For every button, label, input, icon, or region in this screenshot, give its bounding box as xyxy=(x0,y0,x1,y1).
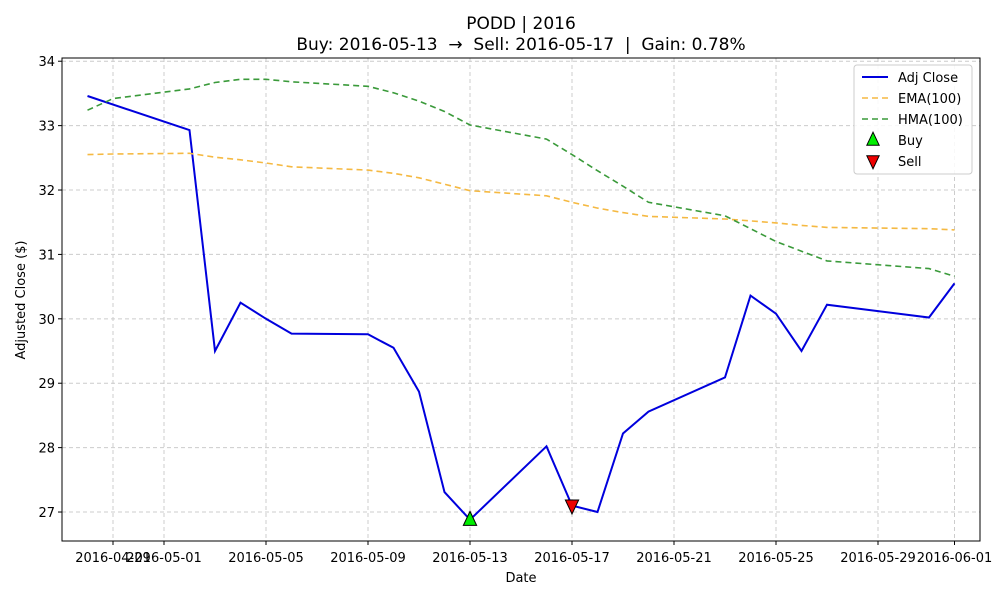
y-tick-label: 31 xyxy=(38,248,55,263)
buy-marker xyxy=(462,510,478,526)
chart-subtitle: Buy: 2016-05-13 → Sell: 2016-05-17 | Gai… xyxy=(296,35,745,55)
plot-frame xyxy=(61,57,981,542)
y-tick-label: 34 xyxy=(38,55,55,70)
legend-label: Adj Close xyxy=(898,71,958,86)
legend-label: Sell xyxy=(898,155,921,170)
y-tick-label: 33 xyxy=(38,120,55,135)
y-tick-label: 30 xyxy=(38,313,55,328)
x-tick-label: 2016-05-01 xyxy=(126,551,202,566)
series-line-ema-100 xyxy=(87,152,955,231)
x-tick-label: 2016-05-05 xyxy=(228,551,304,566)
x-tick-label: 2016-05-17 xyxy=(534,551,610,566)
legend-label: Buy xyxy=(898,134,923,149)
legend-box xyxy=(853,64,973,175)
x-tick-label: 2016-05-29 xyxy=(840,551,916,566)
y-axis-label: Adjusted Close ($) xyxy=(14,241,29,360)
sell-marker xyxy=(564,499,580,516)
legend: Adj Close EMA(100) HMA(100) Buy Sell xyxy=(853,64,973,175)
y-axis: 27 28 29 30 31 32 33 34 xyxy=(38,55,62,521)
y-tick-label: 28 xyxy=(38,442,55,457)
x-tick-label: 2016-05-25 xyxy=(738,551,814,566)
y-tick-label: 27 xyxy=(38,506,55,521)
y-tick-label: 29 xyxy=(38,377,55,392)
x-axis-label: Date xyxy=(505,571,536,586)
x-tick-label: 2016-05-21 xyxy=(636,551,712,566)
y-tick-label: 32 xyxy=(38,184,55,199)
marker-layer xyxy=(462,499,580,526)
series-layer xyxy=(87,78,956,522)
legend-label: EMA(100) xyxy=(898,92,961,107)
x-tick-label: 2016-04-29 xyxy=(75,551,151,566)
x-tick-label: 2016-05-13 xyxy=(432,551,508,566)
chart-title: PODD | 2016 xyxy=(466,14,576,34)
x-tick-label: 2016-05-09 xyxy=(330,551,406,566)
series-line-adj-close xyxy=(87,95,956,522)
x-tick-label: 2016-06-01 xyxy=(917,551,993,566)
series-line-hma-100 xyxy=(87,78,955,278)
legend-sell-icon xyxy=(866,155,880,170)
grid-lines xyxy=(62,58,980,541)
legend-label: HMA(100) xyxy=(898,113,963,128)
legend-buy-icon xyxy=(866,131,880,146)
